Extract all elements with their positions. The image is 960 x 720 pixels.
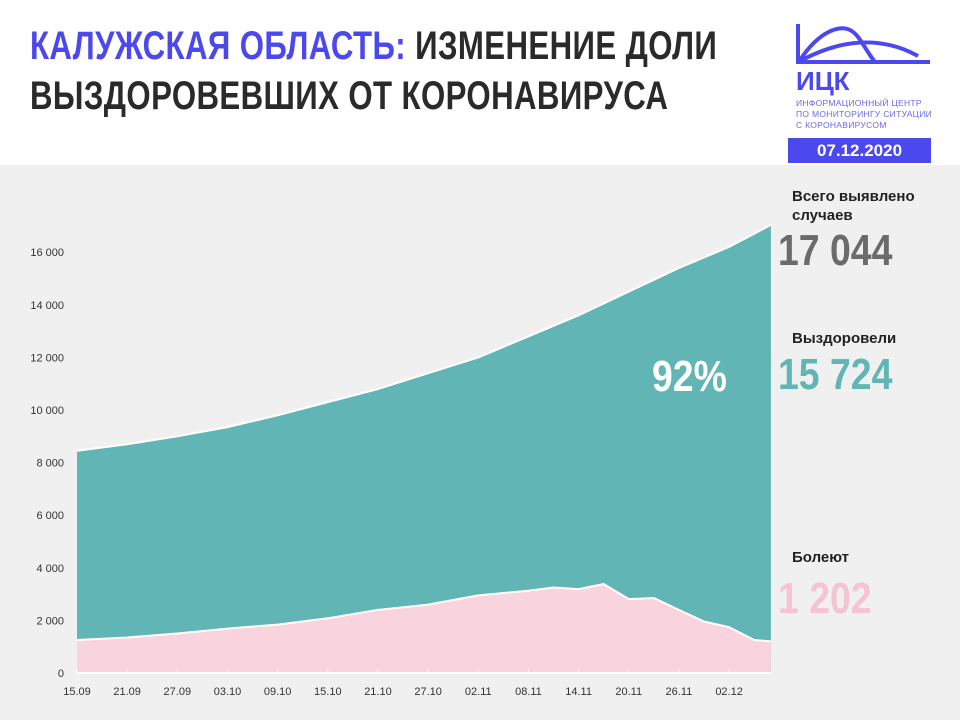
y-tick-label: 12 000 (30, 352, 64, 364)
recovered-value: 15 724 (778, 350, 893, 399)
x-tick-label: 26.11 (666, 686, 693, 698)
logo-icon (796, 24, 930, 64)
recovered-area (77, 224, 771, 673)
x-tick-label: 20.11 (615, 686, 642, 698)
active-line (76, 583, 771, 643)
y-tick-label: 4 000 (36, 563, 64, 575)
x-tick-label: 14.11 (565, 686, 592, 698)
recovered-share-label: 92% (652, 352, 727, 401)
title-region: КАЛУЖСКАЯ ОБЛАСТЬ: (30, 24, 407, 68)
logo-subtitle: ПО МОНИТОРИНГУ СИТУАЦИИ (796, 109, 933, 119)
total-value: 17 044 (778, 226, 893, 275)
x-tick-label: 03.10 (214, 686, 242, 698)
active-value: 1 202 (778, 574, 872, 623)
total-line (76, 223, 772, 452)
logo-subtitle: ИНФОРМАЦИОННЫЙ ЦЕНТР (796, 98, 922, 108)
logo-subtitle: С КОРОНАВИРУСОМ (796, 120, 887, 130)
title-rest: ИЗМЕНЕНИЕ ДОЛИ (406, 24, 718, 68)
x-tick-label: 08.11 (515, 686, 542, 698)
x-tick-label: 09.10 (264, 686, 292, 698)
header: КАЛУЖСКАЯ ОБЛАСТЬ: ИЗМЕНЕНИЕ ДОЛИ ВЫЗДОР… (0, 0, 960, 165)
x-tick-label: 21.09 (113, 686, 141, 698)
y-tick-label: 16 000 (30, 247, 64, 259)
y-tick-label: 10 000 (30, 405, 64, 417)
active-area (77, 584, 771, 673)
logo-name: ИЦК (796, 66, 850, 96)
x-tick-label: 15.09 (63, 686, 91, 698)
y-tick-label: 0 (58, 668, 64, 680)
total-label: Всего выявлено случаев (792, 187, 915, 225)
x-tick-label: 27.09 (164, 686, 192, 698)
x-tick-label: 02.11 (465, 686, 492, 698)
recovered-label: Выздоровели (792, 330, 897, 347)
y-tick-label: 14 000 (30, 300, 64, 312)
y-tick-label: 6 000 (36, 510, 64, 522)
x-tick-label: 15.10 (314, 686, 342, 698)
x-tick-label: 02.12 (715, 686, 743, 698)
x-tick-label: 21.10 (364, 686, 392, 698)
y-tick-label: 2 000 (36, 615, 64, 627)
active-label: Болеют (792, 549, 850, 566)
x-tick-label: 27.10 (414, 686, 442, 698)
y-tick-label: 8 000 (36, 458, 64, 470)
total-label-line2: случаев (792, 207, 853, 224)
page-title-line2: ВЫЗДОРОВЕВШИХ ОТ КОРОНАВИРУСА (30, 74, 669, 118)
date-badge: 07.12.2020 (788, 138, 931, 163)
total-label-line1: Всего выявлено (792, 188, 915, 205)
page-title-line1: КАЛУЖСКАЯ ОБЛАСТЬ: ИЗМЕНЕНИЕ ДОЛИ (30, 24, 717, 69)
